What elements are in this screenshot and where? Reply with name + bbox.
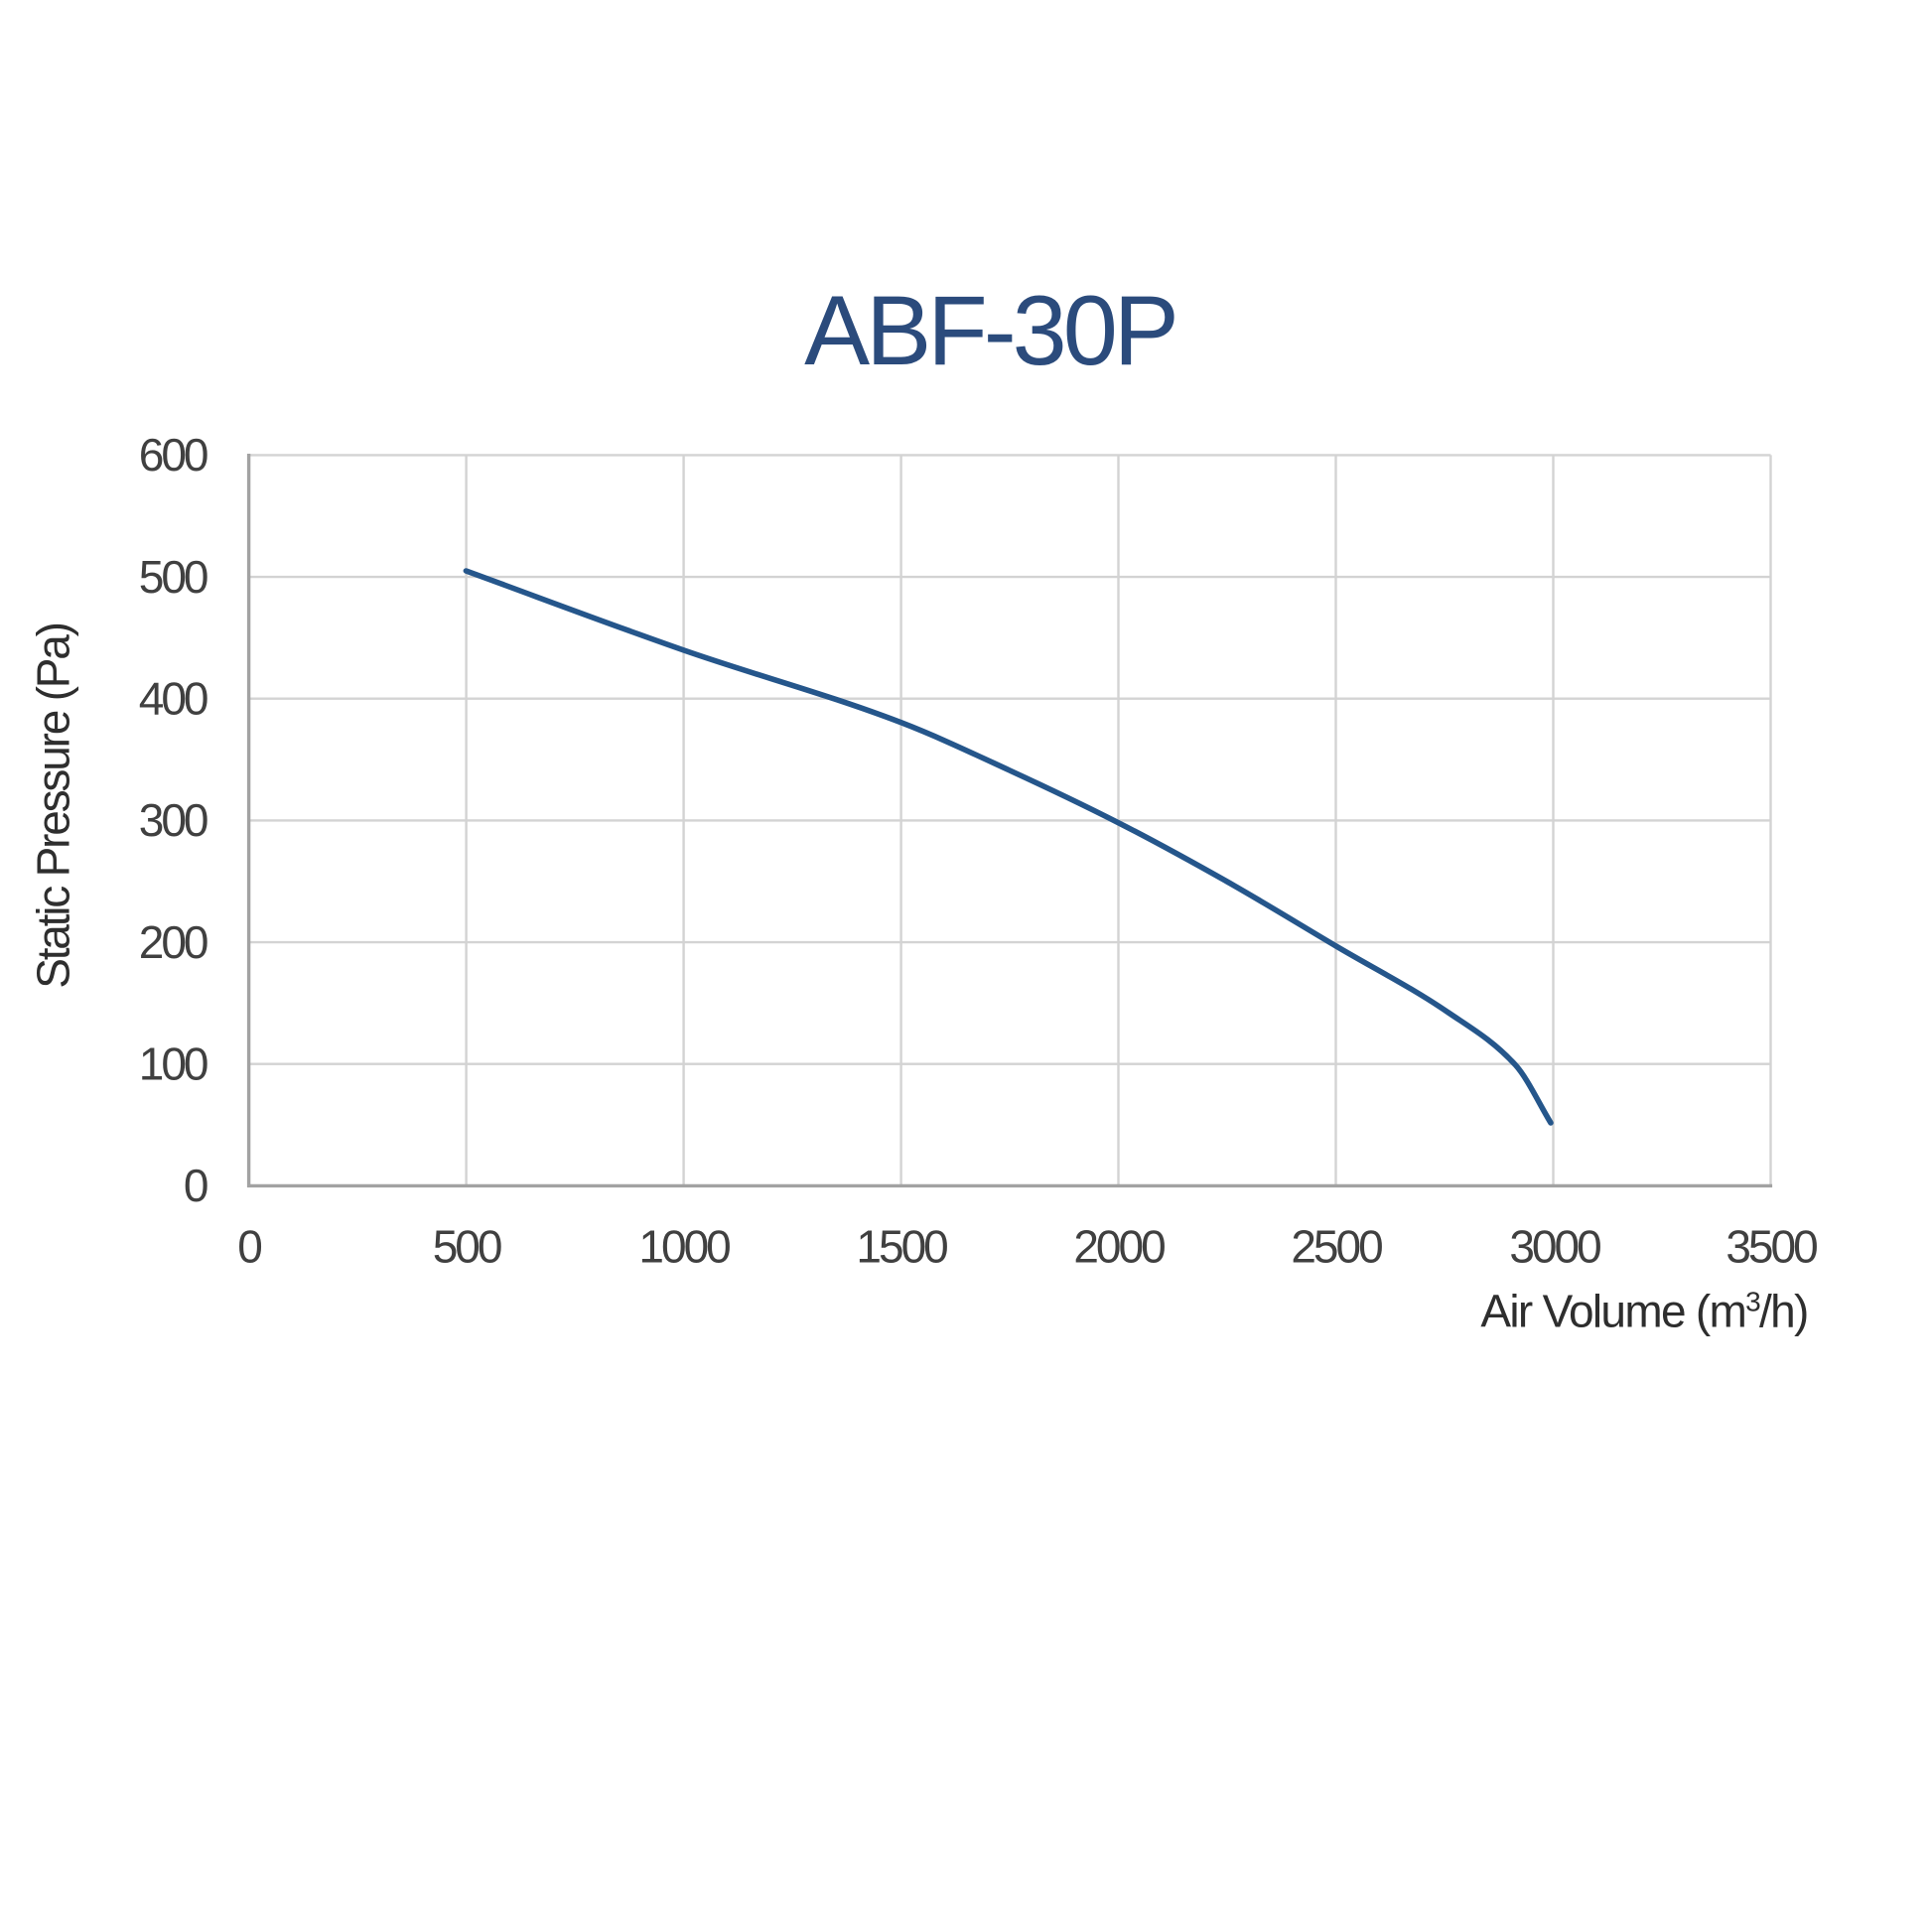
svg-text:300: 300 <box>139 794 207 846</box>
svg-text:2000: 2000 <box>1073 1220 1165 1272</box>
svg-text:1000: 1000 <box>638 1220 730 1272</box>
svg-text:500: 500 <box>139 551 207 603</box>
svg-text:1500: 1500 <box>856 1220 947 1272</box>
svg-text:Air Volume (m3/h): Air Volume (m3/h) <box>1480 1285 1807 1336</box>
svg-text:600: 600 <box>139 429 207 481</box>
svg-text:3500: 3500 <box>1725 1220 1817 1272</box>
svg-text:100: 100 <box>139 1038 207 1090</box>
svg-text:Static Pressure (Pa): Static Pressure (Pa) <box>28 623 79 989</box>
svg-text:0: 0 <box>237 1220 261 1272</box>
svg-text:3000: 3000 <box>1509 1220 1600 1272</box>
svg-text:0: 0 <box>184 1160 207 1211</box>
svg-text:400: 400 <box>139 673 207 725</box>
svg-text:ABF-30P: ABF-30P <box>804 275 1175 385</box>
svg-text:500: 500 <box>433 1220 501 1272</box>
svg-text:2500: 2500 <box>1291 1220 1382 1272</box>
svg-text:200: 200 <box>139 916 207 968</box>
